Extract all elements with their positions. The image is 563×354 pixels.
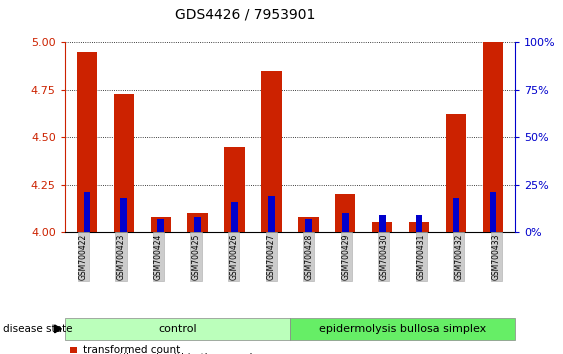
Bar <box>261 71 282 232</box>
Bar <box>416 215 422 232</box>
Text: disease state: disease state <box>3 324 72 334</box>
Text: percentile rank within the sample: percentile rank within the sample <box>83 353 258 354</box>
Text: GSM700427: GSM700427 <box>267 234 276 280</box>
Bar <box>120 198 127 232</box>
Bar <box>158 219 164 232</box>
Text: GSM700430: GSM700430 <box>379 234 388 280</box>
Text: GSM700424: GSM700424 <box>154 234 163 280</box>
Text: GSM700428: GSM700428 <box>304 234 313 280</box>
Bar <box>372 222 392 232</box>
Text: GSM700423: GSM700423 <box>117 234 126 280</box>
Bar <box>268 196 275 232</box>
Bar <box>77 52 97 232</box>
Bar <box>335 194 355 232</box>
Bar <box>83 192 90 232</box>
Bar <box>225 147 245 232</box>
Bar <box>231 201 238 232</box>
Text: GSM700429: GSM700429 <box>342 234 351 280</box>
Text: GSM700426: GSM700426 <box>229 234 238 280</box>
Text: GSM700425: GSM700425 <box>191 234 200 280</box>
Bar <box>446 114 466 232</box>
Bar <box>409 222 430 232</box>
Bar <box>114 93 134 232</box>
Bar <box>194 217 201 232</box>
Bar <box>490 192 497 232</box>
Bar <box>305 219 312 232</box>
Text: GSM700422: GSM700422 <box>79 234 88 280</box>
Text: GSM700433: GSM700433 <box>492 234 501 280</box>
Text: GSM700431: GSM700431 <box>417 234 426 280</box>
Text: transformed count: transformed count <box>83 345 180 354</box>
Bar <box>379 215 386 232</box>
Bar <box>298 217 319 232</box>
Bar <box>187 213 208 232</box>
Text: control: control <box>158 324 196 334</box>
Bar <box>342 213 348 232</box>
Bar <box>453 198 459 232</box>
Bar <box>150 217 171 232</box>
Text: epidermolysis bullosa simplex: epidermolysis bullosa simplex <box>319 324 486 334</box>
Bar <box>483 42 503 232</box>
Text: GDS4426 / 7953901: GDS4426 / 7953901 <box>175 7 315 21</box>
Text: GSM700432: GSM700432 <box>454 234 463 280</box>
